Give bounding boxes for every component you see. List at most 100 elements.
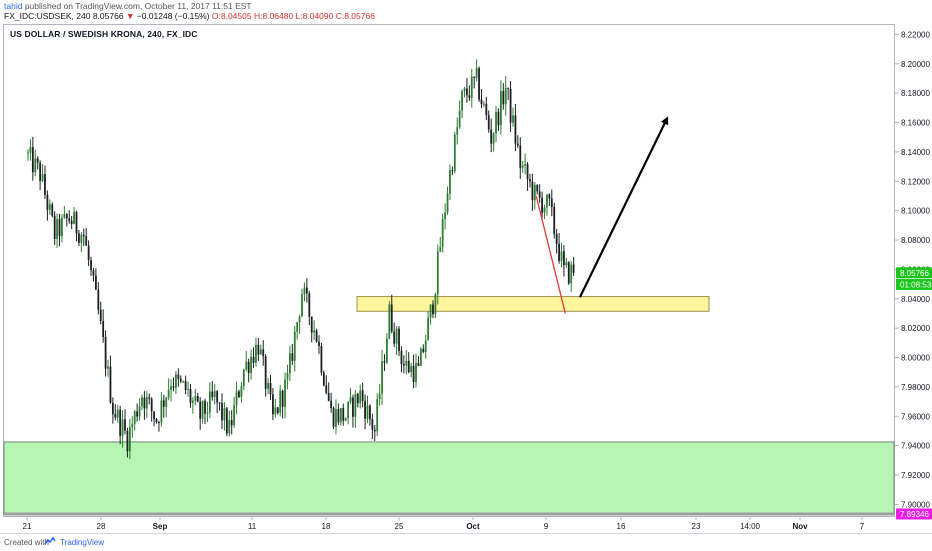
trend-line bbox=[535, 195, 566, 314]
candle-body bbox=[536, 184, 539, 192]
candle-body bbox=[434, 294, 437, 315]
candle-body bbox=[206, 412, 209, 414]
price-tick-label: 8.10000 bbox=[901, 207, 930, 216]
price-change: −0.01248 (−0.15%) bbox=[136, 11, 210, 21]
chart-header: tahid published on TradingView.com, Octo… bbox=[0, 0, 932, 24]
candle-body bbox=[502, 90, 505, 105]
candle-body bbox=[242, 369, 245, 387]
time-axis: 21 28 Sep 11 18 25 Oct 9 16 23 14:00 Nov 7 bbox=[23, 517, 865, 531]
candle-body bbox=[393, 331, 396, 344]
candle-body bbox=[310, 316, 313, 333]
plot-area[interactable] bbox=[3, 24, 895, 517]
candle-body bbox=[29, 147, 32, 153]
candle-body bbox=[303, 287, 306, 294]
published-text: published on TradingView.com, October 11… bbox=[24, 1, 252, 11]
candle-body bbox=[221, 402, 223, 421]
candle-body bbox=[298, 316, 301, 323]
candle-body bbox=[75, 212, 78, 234]
candle-body bbox=[560, 251, 563, 261]
candle-body bbox=[337, 409, 340, 423]
price-label-bg bbox=[896, 267, 932, 279]
candle-body bbox=[223, 408, 226, 421]
candle-body bbox=[364, 401, 366, 419]
price-label: 8.05766 bbox=[900, 269, 929, 278]
price-tick-label: 8.12000 bbox=[901, 177, 930, 186]
candle-body bbox=[514, 115, 517, 144]
candle-body bbox=[102, 321, 105, 338]
candle-body bbox=[289, 353, 291, 374]
tradingview-brand[interactable]: TradingView bbox=[60, 538, 105, 547]
candle-body bbox=[497, 111, 500, 126]
candle-body bbox=[153, 411, 155, 420]
candles-layer bbox=[27, 59, 575, 460]
candle-body bbox=[339, 408, 342, 423]
author-link[interactable]: tahid bbox=[4, 1, 23, 11]
zones-layer bbox=[3, 296, 895, 516]
candle-body bbox=[184, 380, 187, 390]
candle-body bbox=[53, 215, 56, 239]
candle-body bbox=[138, 406, 141, 417]
price-chart[interactable]: 8.22000 8.20000 8.18000 8.16000 8.14000 8.120… bbox=[0, 0, 932, 533]
time-tick-label: 16 bbox=[617, 522, 626, 531]
candle-body bbox=[264, 356, 267, 389]
candle-body bbox=[63, 214, 66, 218]
candle-body bbox=[429, 304, 432, 318]
price-axis: 8.22000 8.20000 8.18000 8.16000 8.14000 8.120… bbox=[895, 30, 930, 509]
candle-body bbox=[204, 400, 206, 414]
candle-body bbox=[483, 103, 485, 105]
time-tick-label: Sep bbox=[153, 522, 168, 531]
candle-body bbox=[398, 328, 400, 351]
candle-body bbox=[267, 382, 269, 389]
candle-body bbox=[546, 194, 548, 208]
time-tick-label: 23 bbox=[692, 522, 701, 531]
candle-body bbox=[369, 405, 371, 420]
price-tick-label: 8.16000 bbox=[901, 119, 930, 128]
candle-body bbox=[456, 127, 459, 135]
price-label: 7.89346 bbox=[900, 510, 929, 519]
candle-body bbox=[466, 88, 468, 96]
candle-body bbox=[56, 218, 58, 239]
candle-body bbox=[550, 198, 553, 207]
candle-body bbox=[225, 408, 228, 434]
candle-body bbox=[148, 397, 151, 399]
candle-body bbox=[36, 158, 39, 163]
candle-body bbox=[441, 218, 444, 248]
price-tick-label: 7.98000 bbox=[901, 383, 930, 392]
candle-body bbox=[543, 207, 546, 213]
candle-body bbox=[68, 218, 71, 221]
candle-body bbox=[276, 407, 279, 413]
candle-body bbox=[158, 422, 160, 424]
candle-body bbox=[281, 390, 284, 407]
candle-body bbox=[548, 194, 551, 199]
candle-body bbox=[354, 394, 357, 417]
publish-line: tahid published on TradingView.com, Octo… bbox=[4, 1, 252, 12]
candle-body bbox=[119, 409, 122, 436]
candle-body bbox=[390, 304, 393, 332]
candle-body bbox=[495, 111, 497, 134]
candle-body bbox=[114, 414, 117, 418]
candle-body bbox=[446, 193, 449, 213]
candle-body bbox=[436, 251, 439, 295]
candle-body bbox=[201, 400, 204, 419]
candle-body bbox=[570, 264, 573, 284]
time-tick-label: Oct bbox=[466, 522, 480, 531]
candle-body bbox=[386, 338, 388, 363]
candle-body bbox=[526, 164, 529, 180]
projection-arrow bbox=[578, 116, 669, 298]
candle-body bbox=[128, 427, 131, 452]
candle-body bbox=[272, 394, 274, 415]
candle-body bbox=[46, 194, 49, 210]
candle-body bbox=[373, 429, 376, 432]
candle-body bbox=[473, 76, 476, 78]
candle-body bbox=[291, 353, 294, 361]
candle-body bbox=[90, 260, 92, 271]
candle-body bbox=[412, 365, 415, 383]
candle-body bbox=[196, 396, 199, 402]
candle-body bbox=[58, 218, 61, 237]
candle-body bbox=[529, 179, 531, 182]
candle-body bbox=[415, 363, 417, 383]
candle-body bbox=[27, 152, 29, 154]
candle-body bbox=[39, 162, 42, 181]
candle-body bbox=[97, 289, 100, 310]
candle-body bbox=[124, 419, 126, 431]
